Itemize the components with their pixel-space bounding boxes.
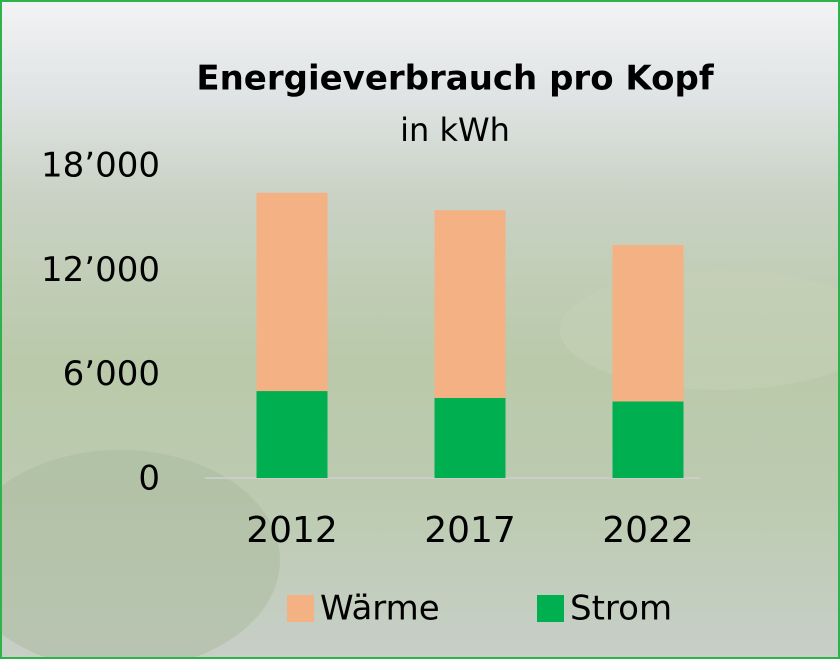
x-tick-label: 2012 — [246, 510, 338, 551]
chart-title: Energieverbrauch pro Kopf — [196, 59, 714, 99]
y-tick-label: 0 — [138, 459, 160, 499]
bar-segment — [435, 210, 506, 398]
y-tick-label: 18’000 — [41, 146, 160, 186]
legend-swatch — [537, 595, 564, 622]
chart-subtitle: in kWh — [400, 111, 510, 149]
x-tick-label: 2017 — [424, 510, 516, 551]
bar-segment — [613, 245, 684, 402]
legend-swatch — [287, 595, 314, 622]
bar-segment — [257, 193, 328, 391]
page: {"chart_data": {"type": "stacked-bar", "… — [0, 0, 840, 659]
legend-label: Wärme — [320, 589, 440, 629]
chart: Energieverbrauch pro Kopf in kWh 0 6’000 1… — [0, 0, 840, 659]
bar-segment — [613, 401, 684, 478]
bar-segment — [435, 398, 506, 478]
y-tick-label: 6’000 — [63, 354, 160, 394]
legend-label: Strom — [570, 589, 672, 629]
bar-segment — [257, 391, 328, 478]
x-tick-label: 2022 — [602, 510, 694, 551]
y-tick-label: 12’000 — [41, 250, 160, 290]
